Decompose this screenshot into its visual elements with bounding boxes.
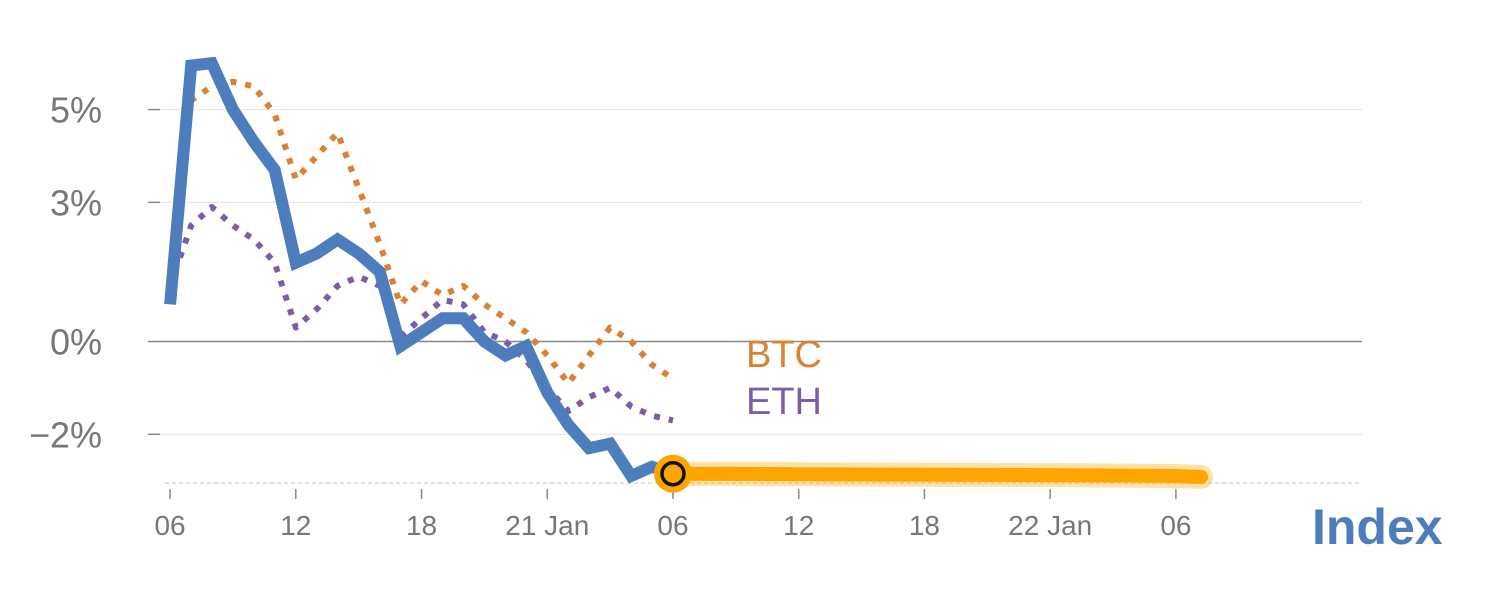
- x-tick-label: 06: [154, 510, 185, 541]
- btc-series-line: [167, 78, 675, 387]
- x-tick-label: 12: [783, 510, 814, 541]
- series-layer: [164, 56, 1214, 493]
- btc-series-label: BTC: [746, 334, 822, 376]
- y-tick-label: 5%: [50, 90, 102, 131]
- x-tick-label: 18: [406, 510, 437, 541]
- y-tick-label: −2%: [29, 414, 102, 455]
- index-series-label: Index: [1312, 499, 1443, 555]
- x-axis: 06 12 18 21 Jan 06 12 18 22 Jan 06: [154, 482, 1362, 541]
- forecast-band-line: [666, 466, 1209, 484]
- y-tick-label: 3%: [50, 182, 102, 223]
- x-tick-label: 18: [909, 510, 940, 541]
- x-tick-label: 06: [657, 510, 688, 541]
- y-tick-label: 0%: [50, 322, 102, 363]
- x-tick-label: 22 Jan: [1008, 510, 1092, 541]
- current-marker: [660, 460, 686, 487]
- grid-layer: [160, 108, 1362, 435]
- x-tick-label: 06: [1160, 510, 1191, 541]
- index-series-line: [164, 56, 675, 484]
- x-tick-label: 21 Jan: [505, 510, 589, 541]
- y-axis: 5% 3% 0% −2%: [29, 90, 160, 455]
- series-labels: BTC ETH Index: [746, 334, 1443, 555]
- eth-series-label: ETH: [746, 381, 822, 423]
- eth-series-line: [167, 204, 674, 424]
- x-tick-label: 12: [280, 510, 311, 541]
